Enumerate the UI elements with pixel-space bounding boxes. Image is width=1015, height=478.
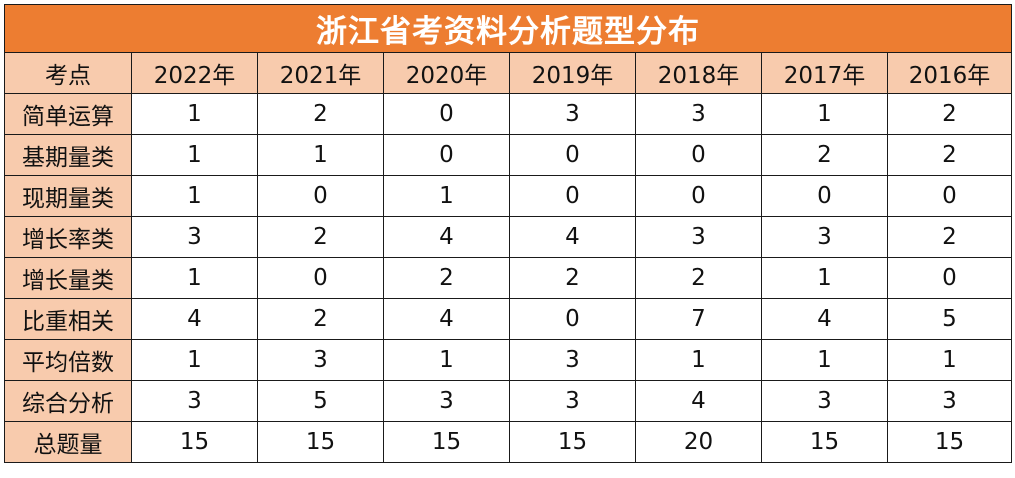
year-header-cell[interactable]: 2021年 <box>257 52 384 94</box>
value-cell[interactable]: 4 <box>509 216 636 258</box>
value-cell[interactable]: 3 <box>761 216 888 258</box>
value-cell[interactable]: 2 <box>887 134 1012 176</box>
year-header-cell[interactable]: 2019年 <box>509 52 636 94</box>
title-row: 浙江省考资料分析题型分布 <box>4 4 1012 53</box>
value-cell[interactable]: 3 <box>257 339 384 381</box>
value-cell[interactable]: 1 <box>761 93 888 135</box>
value-cell[interactable]: 1 <box>383 339 510 381</box>
row-label-cell[interactable]: 平均倍数 <box>4 339 132 381</box>
value-cell[interactable]: 4 <box>383 216 510 258</box>
year-header-cell[interactable]: 2016年 <box>887 52 1012 94</box>
year-header-cell[interactable]: 2018年 <box>635 52 762 94</box>
value-cell[interactable]: 4 <box>383 298 510 340</box>
value-cell[interactable]: 1 <box>257 134 384 176</box>
value-cell[interactable]: 15 <box>761 421 888 463</box>
value-cell[interactable]: 1 <box>131 339 258 381</box>
row-label-cell[interactable]: 简单运算 <box>4 93 132 135</box>
value-cell[interactable]: 0 <box>509 298 636 340</box>
value-cell[interactable]: 1 <box>761 257 888 299</box>
value-cell[interactable]: 1 <box>383 175 510 217</box>
value-cell[interactable]: 4 <box>761 298 888 340</box>
value-cell[interactable]: 3 <box>383 380 510 422</box>
value-cell[interactable]: 0 <box>383 134 510 176</box>
table-row: 总题量 15 15 15 15 20 15 15 <box>4 421 1012 463</box>
table-title[interactable]: 浙江省考资料分析题型分布 <box>4 4 1012 53</box>
row-label-cell[interactable]: 总题量 <box>4 421 132 463</box>
value-cell[interactable]: 3 <box>509 93 636 135</box>
value-cell[interactable]: 2 <box>257 93 384 135</box>
table-row: 综合分析 3 5 3 3 4 3 3 <box>4 380 1012 422</box>
table-row: 增长率类 3 2 4 4 3 3 2 <box>4 216 1012 258</box>
value-cell[interactable]: 1 <box>635 339 762 381</box>
value-cell[interactable]: 20 <box>635 421 762 463</box>
value-cell[interactable]: 15 <box>509 421 636 463</box>
value-cell[interactable]: 5 <box>257 380 384 422</box>
value-cell[interactable]: 3 <box>509 380 636 422</box>
value-cell[interactable]: 2 <box>509 257 636 299</box>
value-cell[interactable]: 1 <box>131 93 258 135</box>
corner-header-cell[interactable]: 考点 <box>4 52 132 94</box>
value-cell[interactable]: 3 <box>887 380 1012 422</box>
year-header-cell[interactable]: 2020年 <box>383 52 510 94</box>
value-cell[interactable]: 2 <box>887 93 1012 135</box>
value-cell[interactable]: 3 <box>509 339 636 381</box>
table-row: 基期量类 1 1 0 0 0 2 2 <box>4 134 1012 176</box>
value-cell[interactable]: 7 <box>635 298 762 340</box>
table-row: 现期量类 1 0 1 0 0 0 0 <box>4 175 1012 217</box>
value-cell[interactable]: 3 <box>761 380 888 422</box>
value-cell[interactable]: 0 <box>257 257 384 299</box>
row-label-cell[interactable]: 综合分析 <box>4 380 132 422</box>
question-type-table: 浙江省考资料分析题型分布 考点 2022年 2021年 2020年 2019年 … <box>4 4 1012 463</box>
value-cell[interactable]: 2 <box>761 134 888 176</box>
table-body: 简单运算 1 2 0 3 3 1 2 基期量类 1 1 0 0 0 2 2 现期量类 1 0 1 0 0 0 0 增长率类 3 2 4… <box>4 93 1012 463</box>
value-cell[interactable]: 3 <box>635 93 762 135</box>
value-cell[interactable]: 15 <box>383 421 510 463</box>
value-cell[interactable]: 3 <box>635 216 762 258</box>
value-cell[interactable]: 15 <box>131 421 258 463</box>
header-row: 考点 2022年 2021年 2020年 2019年 2018年 2017年 2… <box>4 52 1012 94</box>
value-cell[interactable]: 15 <box>257 421 384 463</box>
value-cell[interactable]: 2 <box>257 216 384 258</box>
value-cell[interactable]: 0 <box>887 257 1012 299</box>
value-cell[interactable]: 2 <box>635 257 762 299</box>
row-label-cell[interactable]: 基期量类 <box>4 134 132 176</box>
spreadsheet: 浙江省考资料分析题型分布 考点 2022年 2021年 2020年 2019年 … <box>4 4 1012 474</box>
value-cell[interactable]: 0 <box>257 175 384 217</box>
value-cell[interactable]: 0 <box>509 175 636 217</box>
value-cell[interactable]: 0 <box>383 93 510 135</box>
value-cell[interactable]: 2 <box>887 216 1012 258</box>
year-header-cell[interactable]: 2022年 <box>131 52 258 94</box>
value-cell[interactable]: 0 <box>887 175 1012 217</box>
row-label-cell[interactable]: 增长量类 <box>4 257 132 299</box>
value-cell[interactable]: 3 <box>131 380 258 422</box>
table-row: 增长量类 1 0 2 2 2 1 0 <box>4 257 1012 299</box>
value-cell[interactable]: 1 <box>131 175 258 217</box>
value-cell[interactable]: 0 <box>509 134 636 176</box>
value-cell[interactable]: 3 <box>131 216 258 258</box>
row-label-cell[interactable]: 增长率类 <box>4 216 132 258</box>
value-cell[interactable]: 0 <box>635 175 762 217</box>
value-cell[interactable]: 1 <box>761 339 888 381</box>
table-row: 简单运算 1 2 0 3 3 1 2 <box>4 93 1012 135</box>
value-cell[interactable]: 5 <box>887 298 1012 340</box>
row-label-cell[interactable]: 现期量类 <box>4 175 132 217</box>
year-header-cell[interactable]: 2017年 <box>761 52 888 94</box>
value-cell[interactable]: 0 <box>761 175 888 217</box>
value-cell[interactable]: 4 <box>635 380 762 422</box>
value-cell[interactable]: 1 <box>131 134 258 176</box>
value-cell[interactable]: 1 <box>131 257 258 299</box>
value-cell[interactable]: 2 <box>383 257 510 299</box>
table-row: 比重相关 4 2 4 0 7 4 5 <box>4 298 1012 340</box>
table-row: 平均倍数 1 3 1 3 1 1 1 <box>4 339 1012 381</box>
value-cell[interactable]: 0 <box>635 134 762 176</box>
row-label-cell[interactable]: 比重相关 <box>4 298 132 340</box>
value-cell[interactable]: 2 <box>257 298 384 340</box>
value-cell[interactable]: 1 <box>887 339 1012 381</box>
value-cell[interactable]: 15 <box>887 421 1012 463</box>
value-cell[interactable]: 4 <box>131 298 258 340</box>
